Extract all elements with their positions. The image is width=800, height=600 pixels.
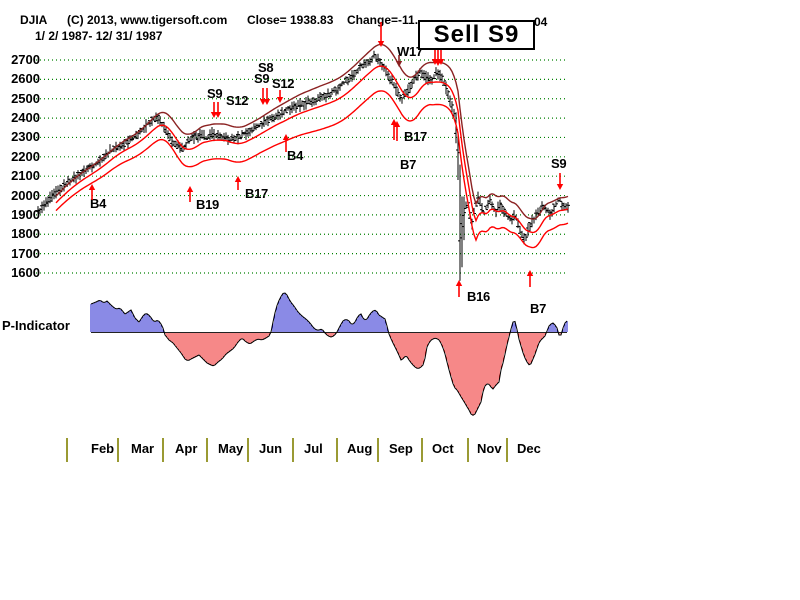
signal-label-b7: B7: [400, 157, 417, 172]
y-axis-label: 2500: [11, 90, 40, 106]
signal-label-b4: B4: [90, 196, 107, 211]
y-axis-label: 1700: [11, 245, 40, 261]
month-label: Nov: [477, 441, 502, 456]
y-axis-label: 2000: [11, 187, 40, 203]
p-indicator-label: P-Indicator: [2, 318, 70, 333]
change-text: Change=-11.: [347, 13, 419, 27]
date-range: 1/ 2/ 1987- 12/ 31/ 1987: [35, 29, 163, 43]
month-label: Jul: [304, 441, 323, 456]
signal-label-w17: W17: [397, 44, 423, 59]
month-label: Oct: [432, 441, 454, 456]
close-value: 1938.83: [290, 13, 334, 27]
signal-label-s8: S8: [258, 60, 274, 75]
y-axis-label: 2300: [11, 129, 40, 145]
y-axis-label: 2600: [11, 71, 40, 87]
signal-label-b16: B16: [467, 289, 490, 304]
close-label: Close=: [247, 13, 287, 27]
y-axis-label: 2200: [11, 148, 40, 164]
signal-label-b19: B19: [196, 197, 219, 212]
signal-label-b4: B4: [287, 148, 304, 163]
signal-label-s9: S9: [551, 156, 567, 171]
y-axis-label: 2100: [11, 168, 40, 184]
signal-label-b17: B17: [404, 129, 427, 144]
change-suffix: 04: [534, 15, 548, 29]
month-label: Sep: [389, 441, 413, 456]
y-axis-label: 2400: [11, 110, 40, 126]
y-axis-label: 1600: [11, 265, 40, 280]
month-label: May: [218, 441, 244, 456]
month-label: Dec: [517, 441, 541, 456]
month-label: Jun: [259, 441, 283, 456]
month-label: Feb: [91, 441, 115, 456]
signal-label-s9: S9: [254, 71, 270, 86]
signal-label-b17: B17: [245, 186, 268, 201]
signal-label-b7: B7: [530, 301, 547, 316]
y-axis-label: 1900: [11, 206, 40, 222]
signal-label-s12: S12: [226, 93, 249, 108]
symbol-label: DJIA: [20, 13, 48, 27]
month-label: Apr: [175, 441, 198, 456]
month-label: Mar: [131, 441, 155, 456]
sell-signal-box: Sell S9: [418, 20, 535, 50]
y-axis-label: 1800: [11, 226, 40, 242]
signal-label-s9: S9: [207, 86, 223, 101]
y-axis-label: 2700: [11, 52, 40, 67]
month-label: Aug: [347, 441, 373, 456]
copyright-text: (C) 2013, www.tigersoft.com: [67, 13, 228, 27]
